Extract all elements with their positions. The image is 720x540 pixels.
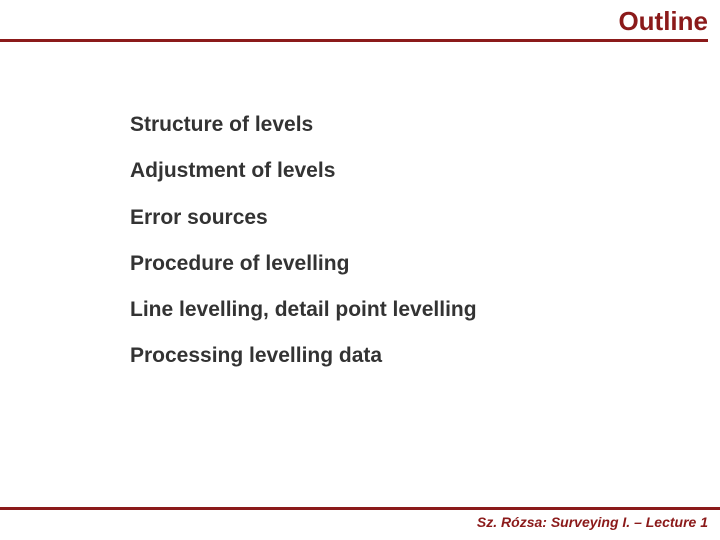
outline-item: Structure of levels [130, 112, 720, 138]
slide-title: Outline [0, 6, 708, 37]
outline-item: Adjustment of levels [130, 158, 720, 184]
outline-list: Structure of levels Adjustment of levels… [0, 42, 720, 370]
slide-header: Outline [0, 0, 720, 42]
outline-item: Processing levelling data [130, 343, 720, 369]
outline-item: Line levelling, detail point levelling [130, 297, 720, 323]
slide-footer: Sz. Rózsa: Surveying I. – Lecture 1 [0, 507, 720, 530]
footer-attribution: Sz. Rózsa: Surveying I. – Lecture 1 [0, 514, 720, 530]
outline-item: Procedure of levelling [130, 251, 720, 277]
outline-item: Error sources [130, 205, 720, 231]
footer-divider [0, 507, 720, 510]
